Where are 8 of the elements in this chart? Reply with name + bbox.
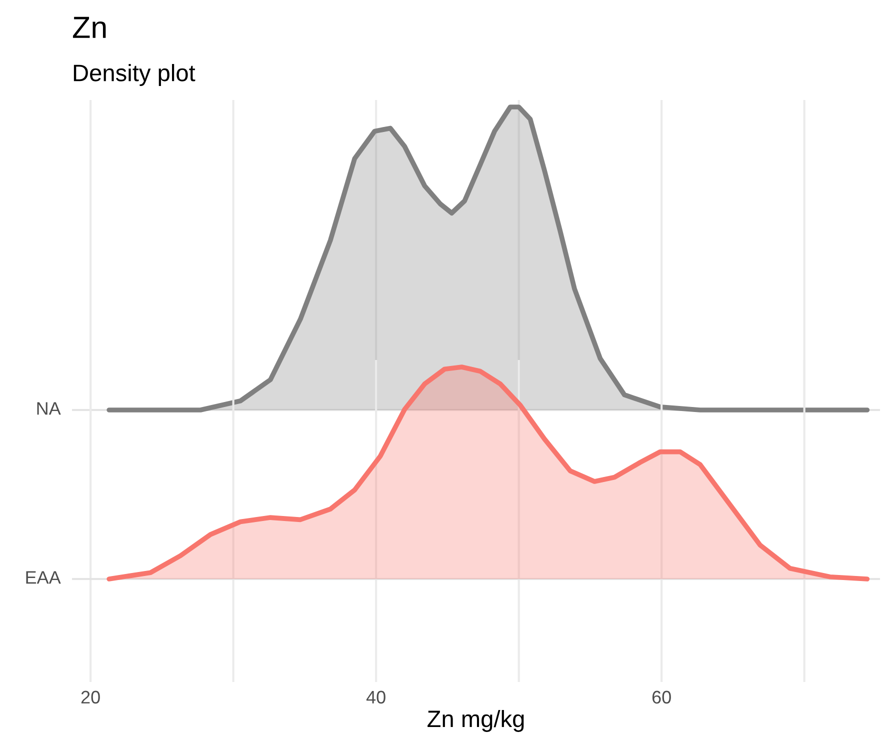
text: NA [37,402,61,415]
chart-subtitle: Density plot [74,64,196,86]
x-tick-label: 60 [652,690,671,704]
x-tick-label: 20 [81,690,100,704]
x-tick-label: 40 [366,690,386,704]
text: EAA [26,571,61,584]
x-axis-title: Zn mg/kg [428,710,524,732]
chart-title: Zn [72,16,106,38]
